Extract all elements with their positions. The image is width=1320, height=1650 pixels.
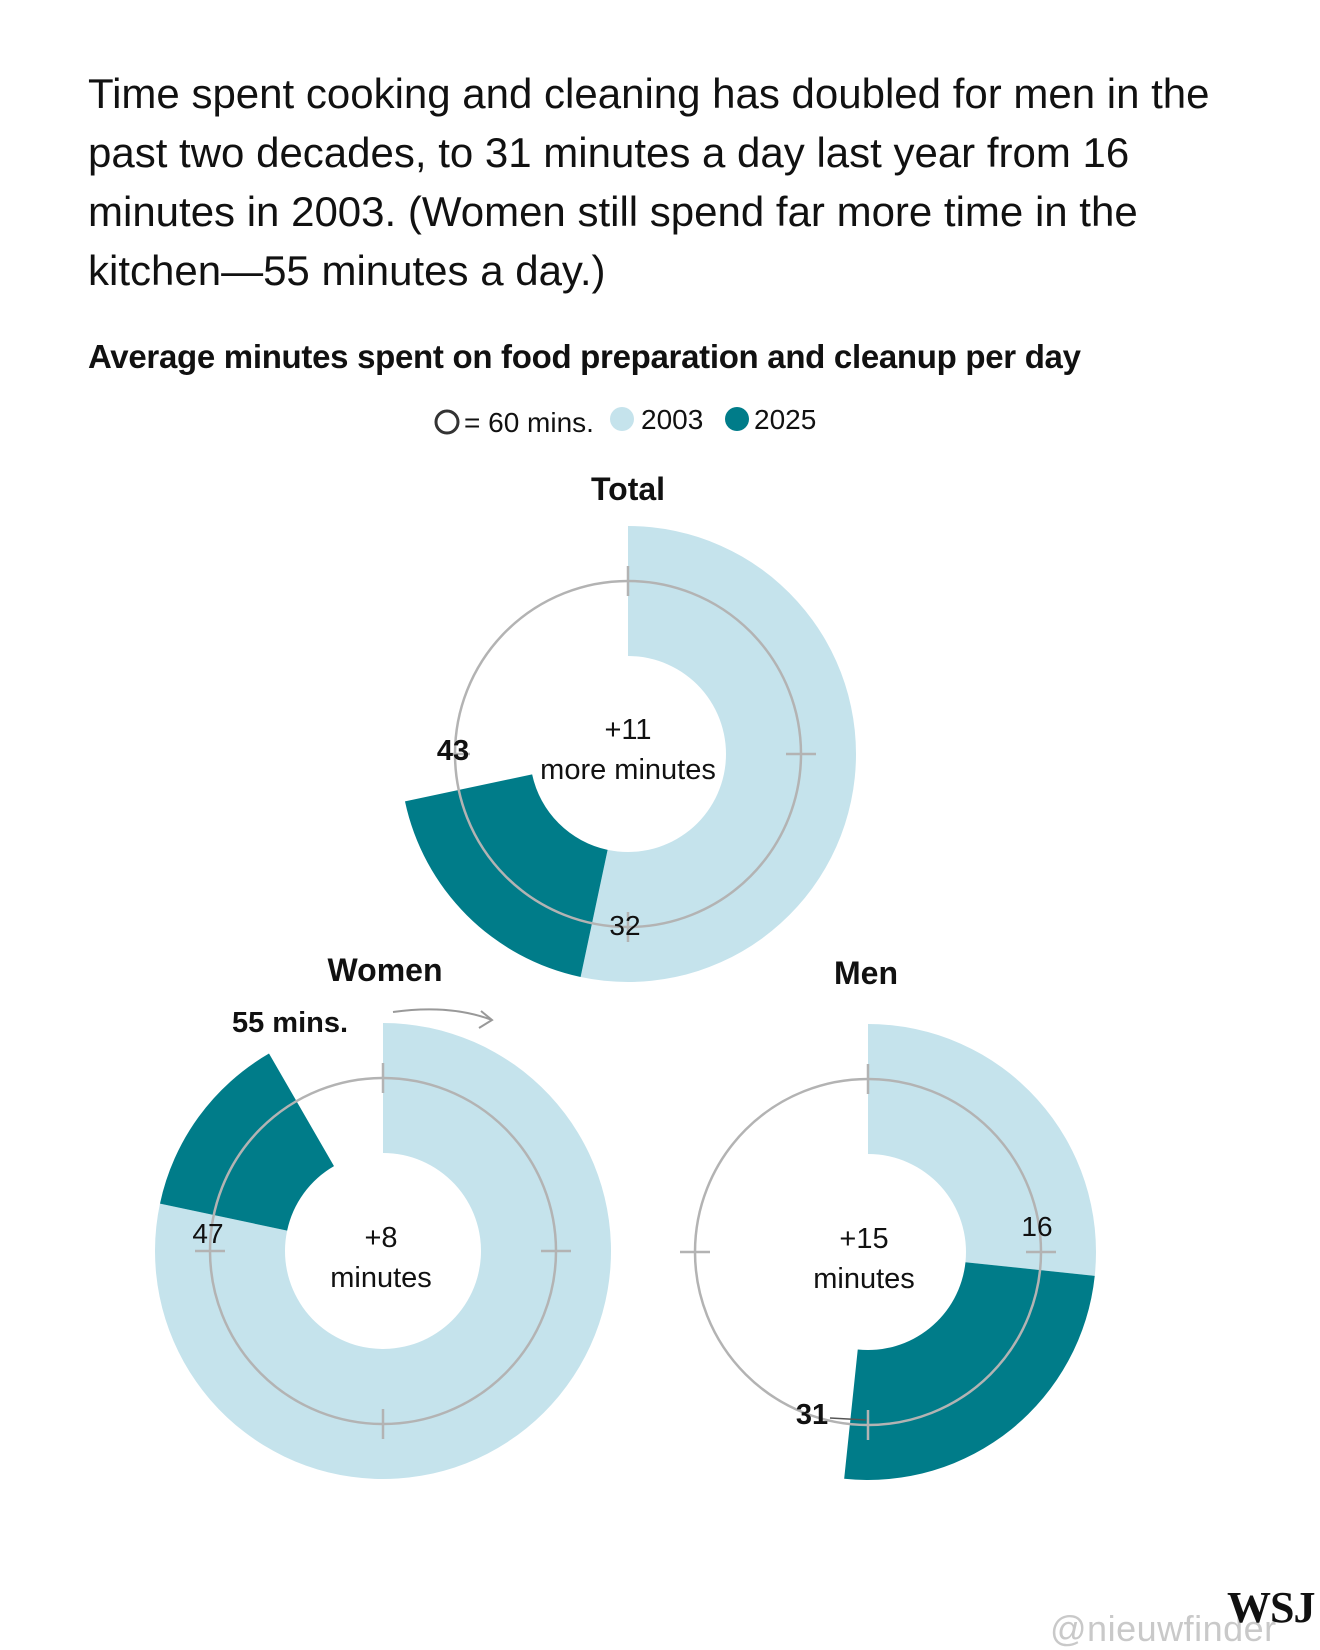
- legend-ring-label: = 60 mins.: [464, 407, 594, 438]
- men-bar-2025: [844, 1262, 1095, 1480]
- men-label-2025: 31: [796, 1399, 828, 1431]
- women-center-caption: minutes: [330, 1262, 432, 1294]
- total-center-delta: +11: [604, 714, 651, 746]
- women-label-2003: 47: [192, 1218, 223, 1249]
- total-label-2003: 32: [609, 910, 640, 941]
- direction-arrow-icon: [392, 1008, 493, 1021]
- total-title: Total: [591, 471, 665, 507]
- men-center-caption: minutes: [813, 1263, 915, 1295]
- women-center-delta: +8: [364, 1222, 397, 1254]
- direction-arrowhead-icon: [478, 1010, 494, 1029]
- men-label-leader: [829, 1417, 867, 1421]
- women-title: Women: [328, 952, 443, 988]
- men-bar-2003: [868, 1024, 1096, 1276]
- legend-ring-icon: [434, 409, 460, 435]
- legend-label-2025: 2025: [754, 404, 816, 435]
- legend-label-2003: 2003: [641, 404, 703, 435]
- total-label-2025: 43: [437, 735, 469, 767]
- wsj-logo: WSJ: [1227, 1583, 1315, 1632]
- legend-swatch-2025: [725, 407, 749, 431]
- total-bar-2003: [580, 526, 856, 982]
- total-center-caption: more minutes: [540, 754, 716, 786]
- intro-text: Time spent cooking and cleaning has doub…: [88, 70, 1210, 294]
- watermark-text: @nieuwfinder: [1050, 1608, 1277, 1649]
- men-center-delta: +15: [839, 1223, 888, 1255]
- men-label-2003: 16: [1021, 1211, 1052, 1242]
- chart-subtitle: Average minutes spent on food preparatio…: [88, 338, 1081, 375]
- men-title: Men: [834, 955, 898, 991]
- women-bar-2003: [155, 1023, 612, 1479]
- women-label-2025: 55 mins.: [232, 1007, 348, 1039]
- legend-swatch-2003: [610, 407, 634, 431]
